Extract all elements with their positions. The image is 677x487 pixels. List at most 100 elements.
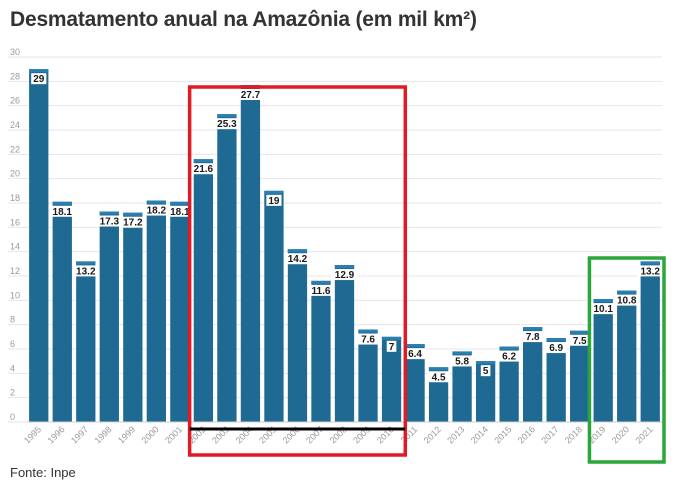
y-tick-label: 10 (10, 290, 20, 300)
data-label-bg (143, 204, 170, 216)
x-tick-label: 2011 (399, 424, 420, 445)
data-label: 17.2 (123, 218, 143, 229)
y-tick-label: 24 (10, 120, 20, 130)
bar-cap (76, 261, 96, 265)
data-label: 4.5 (432, 372, 446, 383)
data-label: 18.1 (53, 207, 73, 218)
x-tick-label: 1996 (45, 424, 66, 445)
bar-1998 (99, 211, 119, 422)
bar-2009 (358, 329, 378, 422)
y-tick-label: 16 (10, 217, 20, 227)
data-label-bg (31, 73, 47, 85)
y-tick-label: 14 (10, 242, 20, 252)
bar-cap (29, 69, 49, 73)
bar-cap (123, 212, 143, 216)
highlight-box-red (187, 85, 408, 457)
bar-2003 (217, 114, 237, 422)
bar-2017 (546, 338, 566, 422)
data-label-bg (49, 205, 76, 217)
highlight-boxes (187, 85, 666, 464)
data-label: 25.3 (217, 119, 237, 130)
bar-cap (334, 265, 355, 269)
bar-cap (593, 299, 613, 303)
bar-cap (52, 201, 72, 205)
bar-2005 (264, 190, 284, 422)
bar-2010 (381, 336, 402, 422)
x-tick-label: 2021 (633, 424, 654, 445)
data-label-bg (237, 88, 264, 100)
bar-cap (217, 114, 237, 118)
bar-2021 (640, 261, 660, 422)
y-tick-label: 22 (10, 144, 20, 154)
bar-cap (287, 249, 308, 253)
source-note: Fonte: Inpe (10, 465, 76, 480)
data-label-bg (166, 205, 194, 217)
bar-cap (546, 338, 566, 342)
bar-cap (170, 201, 190, 205)
x-tick-label: 2016 (516, 424, 537, 445)
data-label: 10.8 (617, 296, 637, 307)
x-tick-label: 2012 (422, 424, 443, 445)
bar-2020 (617, 290, 637, 422)
bar-2004 (240, 84, 261, 422)
y-tick-label: 4 (10, 363, 15, 373)
bar-1995 (29, 69, 49, 423)
x-tick-label: 2001 (163, 424, 184, 445)
x-tick-label: 2015 (492, 424, 513, 445)
bar-cap (99, 211, 119, 215)
data-label-bg (331, 269, 358, 281)
data-label: 7.5 (573, 336, 587, 347)
y-tick-label: 30 (10, 47, 20, 57)
bar-cap (617, 290, 637, 294)
bar-2007 (311, 280, 331, 422)
y-tick-label: 2 (10, 388, 15, 398)
x-tick-label: 2018 (563, 424, 584, 445)
x-tick-label: 2017 (539, 424, 560, 445)
data-label-bg (569, 334, 591, 346)
x-tick-label: 2013 (445, 424, 466, 445)
bar-cap (193, 159, 214, 163)
bar-2016 (523, 327, 543, 422)
bar-cap (146, 200, 166, 204)
data-label-bg (213, 118, 241, 130)
bar-cap (523, 327, 543, 331)
data-label: 10.1 (593, 304, 613, 315)
x-tick-label: 1999 (116, 424, 137, 445)
x-tick-label: 2020 (610, 424, 631, 445)
data-label-bg (480, 365, 491, 377)
data-label-bg (72, 265, 99, 277)
data-label-bg (498, 350, 520, 362)
data-label: 13.2 (76, 266, 96, 277)
data-label-bg (428, 371, 449, 383)
bar-cap (475, 361, 496, 365)
y-tick-label: 6 (10, 339, 15, 349)
data-label-bg (522, 331, 544, 343)
bar-cap (570, 330, 590, 334)
y-tick-label: 28 (10, 71, 20, 81)
data-label: 6.4 (408, 349, 422, 360)
data-label: 19 (268, 196, 280, 207)
data-label-bg (404, 348, 426, 360)
chart-title: Desmatamento anual na Amazônia (em mil k… (10, 8, 477, 31)
highlight-box-green (587, 256, 666, 464)
data-label: 27.7 (241, 90, 261, 101)
data-label-bg (357, 333, 379, 345)
data-label: 14.2 (288, 254, 308, 265)
y-tick-label: 12 (10, 266, 20, 276)
y-tick-label: 20 (10, 169, 20, 179)
data-label: 5.8 (455, 356, 469, 367)
bar-cap (428, 367, 449, 371)
data-label-bg (613, 294, 640, 306)
bar-2015 (499, 346, 519, 422)
bar-2002 (193, 159, 214, 422)
bar-1999 (123, 212, 143, 422)
data-label-bg (119, 216, 147, 228)
data-label: 7.8 (526, 332, 540, 343)
bar-2006 (287, 249, 308, 422)
bar-cap (311, 280, 331, 284)
bar-cap (358, 329, 378, 333)
x-tick-label: 2000 (140, 424, 161, 445)
y-tick-label: 18 (10, 193, 20, 203)
data-label: 18.1 (170, 207, 190, 218)
